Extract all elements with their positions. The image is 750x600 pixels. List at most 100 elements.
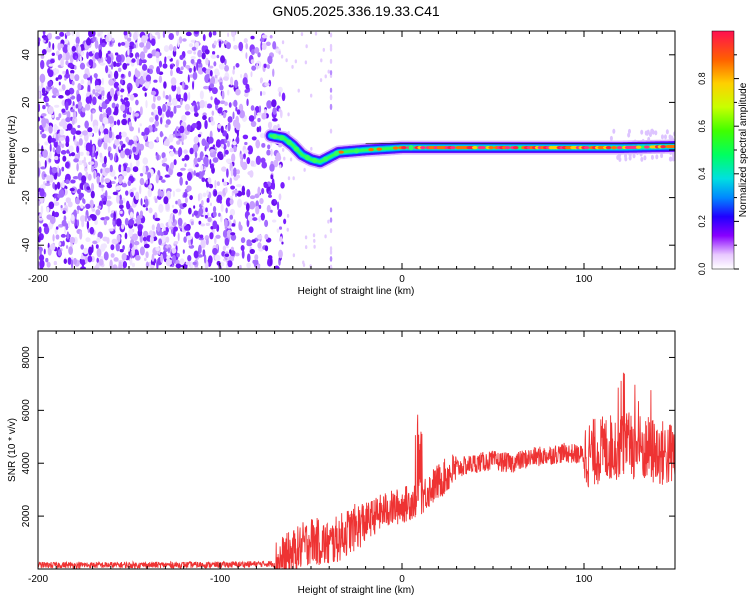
noise-blob — [221, 112, 224, 116]
noise-blob — [233, 45, 238, 50]
noise-blob — [192, 261, 197, 266]
noise-blob — [162, 103, 167, 113]
signal-hot-core — [488, 146, 494, 150]
noise-blob — [101, 95, 104, 103]
noise-blob — [165, 258, 172, 267]
noise-blob — [184, 266, 187, 269]
noise-blob — [202, 114, 207, 121]
noise-blob — [205, 222, 210, 227]
noise-blob — [204, 145, 207, 152]
noise-blob — [139, 173, 144, 177]
noise-blob — [81, 175, 87, 184]
noise-blob — [213, 40, 217, 46]
noise-blob — [141, 132, 146, 136]
noise-blob — [103, 128, 109, 136]
noise-blob — [74, 138, 77, 146]
noise-blob — [217, 79, 223, 83]
noise-blob — [43, 248, 46, 255]
noise-blob — [40, 166, 47, 170]
noise-blob — [205, 238, 209, 246]
noise-blob — [141, 35, 147, 44]
noise-blob — [119, 88, 125, 93]
noise-blob — [216, 181, 220, 187]
noise-blob — [81, 107, 86, 113]
noise-blob — [108, 150, 111, 158]
noise-blob — [127, 47, 130, 56]
signal-hot-core — [611, 146, 617, 150]
noise-blob — [147, 172, 152, 179]
noise-blob — [121, 252, 127, 261]
noise-blob — [116, 119, 121, 126]
noise-blob — [83, 161, 87, 168]
noise-blob — [254, 254, 259, 261]
noise-blob — [168, 33, 175, 41]
noise-blob — [157, 107, 163, 116]
noise-blob — [193, 112, 199, 117]
noise-blob — [124, 232, 128, 240]
noise-blob — [97, 32, 101, 37]
noise-blob — [195, 172, 200, 177]
noise-blob — [230, 232, 236, 236]
noise-blob — [245, 42, 248, 50]
noise-blob — [267, 144, 271, 150]
noise-blob — [270, 209, 273, 213]
noise-blob — [133, 152, 140, 161]
noise-blob — [50, 58, 55, 64]
noise-blob — [242, 134, 249, 140]
noise-blob — [78, 192, 83, 201]
spectrogram-xtick-label: -200 — [28, 274, 48, 285]
noise-blob — [137, 127, 141, 134]
noise-blob — [159, 131, 164, 138]
noise-blob — [618, 156, 622, 162]
noise-blob — [222, 178, 225, 183]
noise-blob — [202, 192, 207, 198]
noise-blob — [64, 77, 67, 81]
noise-blob — [186, 124, 192, 132]
noise-blob — [180, 133, 185, 143]
noise-blob — [139, 246, 145, 256]
noise-blob — [277, 209, 283, 218]
spectrogram-ytick-label: 40 — [21, 49, 32, 61]
noise-blob — [250, 35, 255, 40]
noise-blob — [50, 138, 57, 143]
noise-blob — [193, 170, 196, 176]
noise-blob — [271, 99, 277, 108]
noise-blob — [74, 65, 77, 70]
noise-blob — [160, 116, 163, 125]
noise-blob — [169, 226, 173, 230]
noise-blob — [251, 136, 257, 141]
noise-blob — [63, 258, 67, 264]
noise-blob — [226, 42, 232, 50]
noise-blob — [53, 260, 58, 266]
noise-blob — [82, 198, 86, 204]
noise-blob — [109, 164, 113, 173]
noise-blob — [106, 195, 112, 200]
noise-blob — [222, 111, 227, 119]
noise-blob — [165, 138, 170, 147]
noise-blob — [120, 94, 123, 98]
noise-blob — [99, 152, 103, 158]
noise-blob — [38, 217, 44, 221]
noise-blob — [208, 136, 214, 144]
noise-blob — [83, 247, 88, 255]
noise-blob — [220, 125, 224, 134]
noise-blob — [139, 177, 145, 186]
signal-hot-core — [376, 147, 383, 151]
noise-blob — [57, 249, 62, 257]
noise-blob — [329, 217, 333, 223]
noise-blob — [202, 212, 206, 216]
noise-blob — [233, 99, 238, 108]
noise-blob — [151, 103, 156, 110]
noise-blob — [139, 184, 142, 195]
noise-blob — [76, 93, 82, 103]
noise-blob — [99, 156, 105, 164]
snr-ytick-label: 8000 — [21, 346, 32, 369]
noise-blob — [201, 170, 205, 176]
noise-blob — [98, 49, 103, 59]
noise-blob — [55, 234, 60, 240]
noise-blob — [270, 174, 274, 180]
noise-blob — [150, 90, 157, 96]
noise-blob — [329, 103, 333, 109]
